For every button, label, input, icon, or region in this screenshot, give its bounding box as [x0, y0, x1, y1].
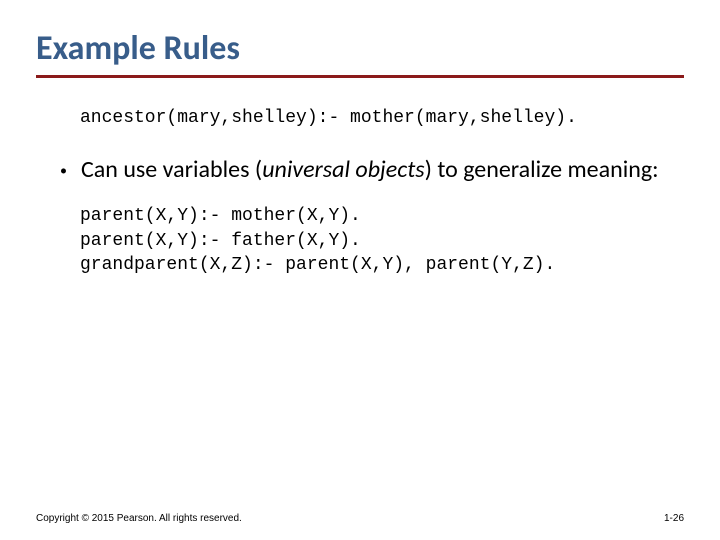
bullet-post: ) to generalize meaning: [425, 155, 659, 184]
code2-line3: grandparent(X,Z):- parent(X,Y), parent(Y… [80, 255, 555, 275]
page-number: 1-26 [664, 513, 684, 524]
code-block-1: ancestor(mary,shelley):- mother(mary,she… [80, 106, 684, 130]
bullet-item: • Can use variables (universal objects) … [60, 156, 684, 186]
code2-line2: parent(X,Y):- father(X,Y). [80, 231, 361, 251]
bullet-dot-icon: • [60, 156, 67, 186]
code-block-2: parent(X,Y):- mother(X,Y). parent(X,Y):-… [80, 204, 684, 277]
title-rule [36, 75, 684, 78]
bullet-pre: Can use variables ( [81, 155, 262, 184]
copyright-text: Copyright © 2015 Pearson. All rights res… [36, 513, 242, 524]
page-title: Example Rules [36, 28, 684, 69]
slide: Example Rules ancestor(mary,shelley):- m… [0, 0, 720, 540]
footer: Copyright © 2015 Pearson. All rights res… [36, 513, 684, 524]
bullet-text: Can use variables (universal objects) to… [81, 156, 659, 184]
code2-line1: parent(X,Y):- mother(X,Y). [80, 206, 361, 226]
bullet-italic: universal objects [262, 155, 424, 184]
